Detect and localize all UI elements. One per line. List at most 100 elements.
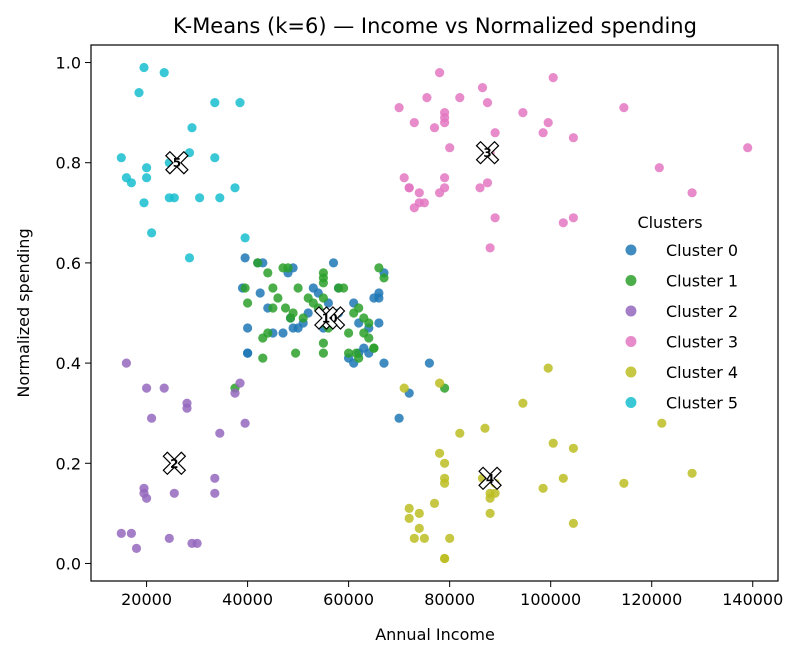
centroid-5: 5: [165, 150, 189, 175]
y-tick-label: 0.6: [56, 254, 81, 273]
data-point-cluster-5: [139, 198, 149, 208]
data-point-cluster-3: [568, 213, 579, 223]
data-point-cluster-3: [490, 213, 500, 223]
data-point-cluster-3: [654, 163, 664, 173]
data-point-cluster-4: [485, 508, 495, 518]
data-point-cluster-3: [475, 183, 485, 193]
data-point-cluster-1: [273, 293, 283, 303]
data-point-cluster-0: [278, 328, 288, 338]
data-point-cluster-4: [429, 498, 440, 508]
data-point-cluster-3: [414, 188, 424, 198]
data-point-cluster-1: [258, 353, 268, 363]
data-point-cluster-0: [243, 323, 253, 333]
data-point-cluster-1: [318, 338, 328, 348]
data-point-cluster-0: [240, 253, 250, 263]
data-point-cluster-4: [440, 478, 450, 488]
data-point-cluster-1: [293, 283, 303, 293]
x-axis-label: Annual Income: [375, 625, 495, 644]
data-point-cluster-4: [409, 533, 419, 544]
data-point-cluster-3: [445, 143, 455, 153]
data-point-cluster-5: [147, 228, 157, 238]
data-point-cluster-1: [253, 258, 263, 268]
centroid-1: 1: [314, 306, 338, 330]
data-point-cluster-3: [568, 133, 579, 143]
legend-swatch-0: [625, 244, 637, 256]
data-point-cluster-4: [399, 383, 409, 393]
legend-title: Clusters: [637, 213, 702, 232]
data-point-cluster-3: [409, 118, 419, 128]
legend-label-5: Cluster 5: [666, 394, 738, 413]
data-point-cluster-3: [687, 188, 697, 198]
data-point-cluster-5: [142, 163, 152, 173]
data-point-cluster-3: [419, 198, 429, 208]
y-tick-label: 0.0: [56, 554, 81, 573]
data-point-cluster-1: [339, 283, 349, 293]
data-point-cluster-2: [159, 383, 169, 393]
centroid-marker: [475, 140, 500, 165]
legend-label-4: Cluster 4: [666, 363, 738, 382]
y-tick-label: 0.8: [56, 154, 81, 173]
data-point-cluster-5: [240, 233, 250, 243]
data-point-cluster-4: [480, 423, 490, 433]
data-point-cluster-4: [404, 513, 414, 524]
data-point-cluster-1: [263, 268, 273, 278]
x-tick-label: 120000: [621, 590, 682, 609]
data-point-cluster-5: [210, 98, 220, 108]
data-point-cluster-1: [364, 318, 374, 328]
data-point-cluster-1: [318, 278, 328, 288]
y-axis-label: Normalized spending: [14, 228, 33, 397]
centroid-3: 3: [475, 140, 500, 165]
data-point-cluster-0: [374, 318, 384, 328]
data-point-cluster-4: [404, 503, 414, 513]
data-point-cluster-0: [379, 358, 389, 368]
data-point-cluster-2: [131, 543, 142, 554]
data-point-cluster-0: [243, 348, 253, 358]
data-point-cluster-4: [440, 553, 450, 564]
y-tick-label: 0.4: [56, 354, 81, 373]
data-point-cluster-0: [394, 413, 404, 423]
data-point-cluster-2: [182, 403, 192, 413]
data-point-cluster-1: [369, 343, 379, 353]
plot-frame: [90, 44, 779, 582]
data-point-cluster-1: [243, 298, 253, 308]
data-point-cluster-1: [318, 293, 328, 303]
data-point-cluster-5: [184, 253, 195, 263]
data-point-cluster-4: [445, 533, 455, 544]
data-point-cluster-5: [210, 153, 220, 163]
data-point-cluster-5: [142, 173, 152, 183]
legend-label-2: Cluster 2: [666, 302, 738, 321]
data-point-cluster-5: [235, 98, 245, 108]
x-tick-label: 100000: [520, 590, 581, 609]
data-point-cluster-2: [169, 488, 179, 498]
data-point-cluster-1: [374, 263, 384, 273]
data-point-cluster-1: [364, 333, 374, 343]
legend-label-0: Cluster 0: [666, 241, 738, 260]
data-point-cluster-4: [558, 473, 568, 483]
data-point-cluster-1: [354, 303, 364, 313]
x-tick-label: 60000: [323, 590, 374, 609]
x-tick-label: 20000: [121, 590, 172, 609]
centroid-label: 2: [170, 457, 178, 471]
centroid-marker: [165, 150, 189, 175]
x-axis-ticks: 20000 40000 60000 80000 100000 120000 140000: [121, 581, 783, 609]
data-point-cluster-1: [354, 353, 364, 363]
data-point-cluster-3: [743, 143, 753, 153]
centroid-4: 4: [478, 466, 502, 491]
data-point-cluster-5: [215, 193, 225, 203]
legend-label-1: Cluster 1: [666, 272, 738, 291]
data-point-cluster-3: [538, 128, 548, 138]
data-point-cluster-2: [240, 418, 250, 428]
data-point-cluster-2: [142, 493, 152, 503]
legend: Clusters Cluster 0 Cluster 1 Cluster 2 Clus…: [625, 213, 738, 413]
data-point-cluster-0: [374, 288, 384, 298]
data-point-cluster-2: [164, 533, 174, 544]
data-point-cluster-2: [230, 388, 240, 398]
data-point-cluster-2: [126, 528, 136, 539]
data-point-cluster-4: [440, 458, 450, 468]
data-point-cluster-1: [291, 348, 301, 358]
data-point-cluster-4: [485, 493, 495, 503]
x-tick-label: 140000: [722, 590, 783, 609]
data-point-cluster-3: [548, 73, 558, 83]
data-point-cluster-3: [435, 68, 445, 78]
